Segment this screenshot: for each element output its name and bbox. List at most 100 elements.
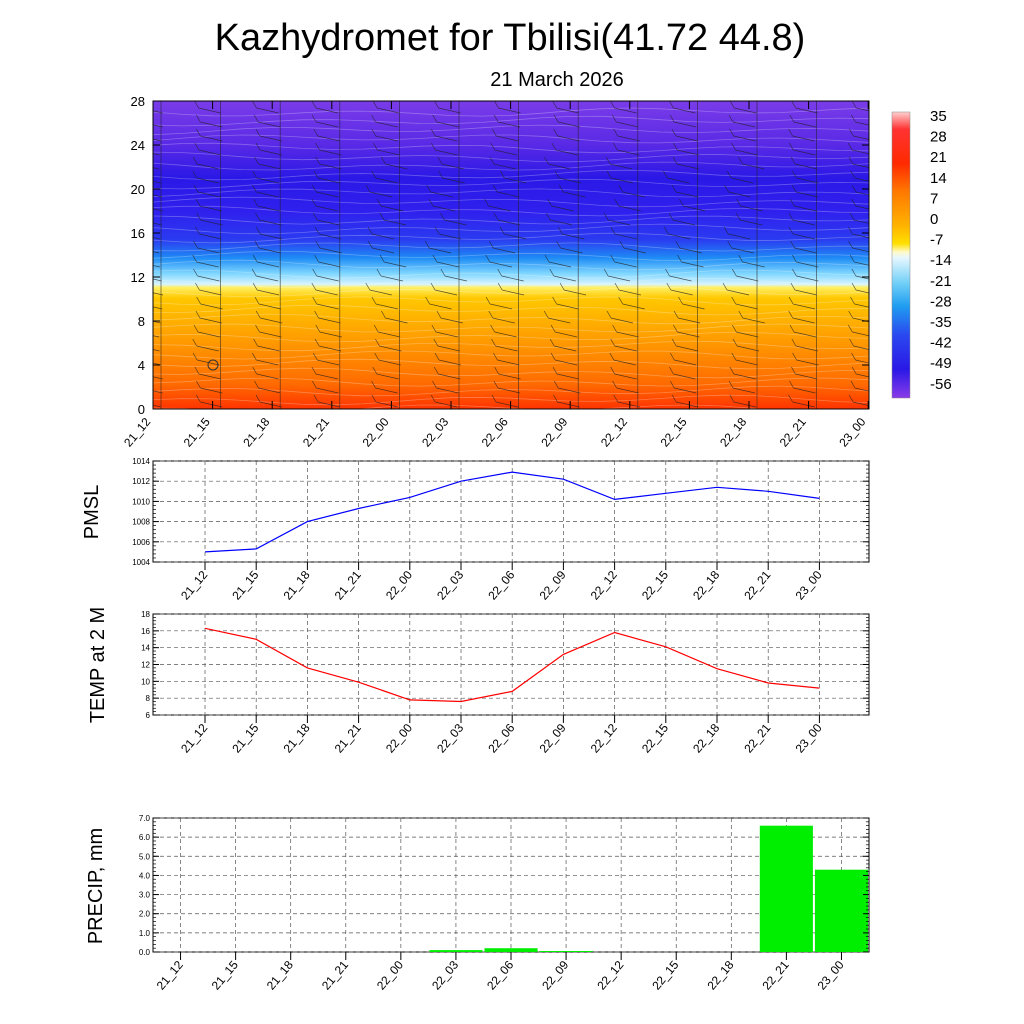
colorbar-label: -35 <box>930 314 952 331</box>
isotherm-contour <box>153 286 869 298</box>
cross-xtick-label: 21_21 <box>300 415 332 450</box>
wind-barb-column <box>543 101 587 409</box>
cross-xtick-label: 22_00 <box>360 415 392 450</box>
cross-xtick-label: 21_15 <box>181 415 213 450</box>
isotherm-contour <box>153 134 869 144</box>
cross-xtick-label: 22_09 <box>538 415 570 450</box>
colorbar-label: -49 <box>930 355 952 372</box>
ytick-label: 8 <box>146 694 151 703</box>
cross-ytick-label: 20 <box>131 182 145 197</box>
wind-barb-column <box>424 101 467 409</box>
cross-xtick-label: 22_06 <box>479 415 511 450</box>
ytick-label: 6 <box>146 711 151 720</box>
ytick-label: 3.0 <box>139 891 151 900</box>
xtick-label: 22_18 <box>690 721 722 756</box>
isotherm-contour <box>153 196 869 208</box>
xtick-label: 22_15 <box>649 958 681 993</box>
isotherm-contour <box>153 242 869 252</box>
isotherm-contour <box>153 232 869 244</box>
xtick-label: 22_03 <box>434 721 466 756</box>
xtick-label: 22_15 <box>639 721 671 756</box>
colorbar-label: 21 <box>930 149 947 166</box>
ytick-label: 1014 <box>132 457 150 466</box>
cross-xtick-label: 22_18 <box>717 415 749 450</box>
xtick-label: 23_00 <box>793 568 825 603</box>
precip-x-axis: 21_12 21_15 21_18 21_21 22_00 22_03 22_06 22_09… <box>154 952 847 992</box>
xtick-label: 22_03 <box>434 568 466 603</box>
isotherm-contour <box>153 367 869 379</box>
isotherm-contour <box>153 178 869 190</box>
ytick-label: 10 <box>141 677 150 686</box>
ytick-label: 6.0 <box>139 833 151 842</box>
wind-barb-column <box>663 101 706 409</box>
pmsl-x-axis: 21_12 21_15 21_18 21_21 22_00 22_03 22_06 22_09… <box>178 562 825 602</box>
ytick-label: 1004 <box>132 558 150 567</box>
colorbar-label: -14 <box>930 252 952 269</box>
colorbar-label: 28 <box>930 129 947 146</box>
colorbar-label: -56 <box>930 376 952 393</box>
date-subtitle: 21 March 2026 <box>490 69 623 91</box>
ytick-label: 7.0 <box>139 814 151 823</box>
ytick-label: 1006 <box>132 538 150 547</box>
precip-bar <box>429 950 483 952</box>
xtick-label: 21_15 <box>229 568 261 603</box>
xtick-label: 21_15 <box>229 721 261 756</box>
colorbar-label: -21 <box>930 273 952 290</box>
xtick-label: 22_00 <box>374 958 406 993</box>
precip-bars <box>429 825 868 952</box>
colorbar-label: -42 <box>930 335 952 352</box>
colorbar-ramp <box>891 111 911 399</box>
cross-ytick-label: 4 <box>138 358 145 373</box>
precip-bar <box>759 825 813 952</box>
wind-barb-column <box>311 101 342 409</box>
isotherm-contour <box>153 259 869 271</box>
ytick-label: 12 <box>141 661 150 670</box>
precip-bar <box>539 951 593 952</box>
xtick-label: 22_18 <box>704 958 736 993</box>
isotherm-contour <box>153 269 869 279</box>
colorbar-label: -7 <box>930 232 943 249</box>
isotherm-contour <box>153 142 869 154</box>
isotherm-contour <box>153 277 869 289</box>
ytick-label: 1010 <box>132 497 150 506</box>
ytick-label: 4.0 <box>139 871 151 880</box>
wind-barbs <box>153 101 869 409</box>
xtick-label: 22_09 <box>537 568 569 603</box>
isotherm-contour <box>153 340 869 352</box>
wind-barb-column <box>484 101 527 409</box>
wind-barb-column <box>365 101 408 409</box>
wind-barb-column <box>722 101 765 409</box>
isotherm-contour <box>153 377 869 387</box>
precip-bar <box>484 948 538 952</box>
cross-xtick-label: 21_18 <box>240 415 272 450</box>
xtick-label: 21_12 <box>154 958 186 993</box>
cross-xtick-label: 23_00 <box>836 415 868 450</box>
colorbar-label: 0 <box>930 211 938 228</box>
cross-xtick-label: 22_15 <box>658 415 690 450</box>
ytick-label: 14 <box>141 644 150 653</box>
precip-bar <box>814 869 868 952</box>
cross-xtick-label: 22_21 <box>777 415 809 450</box>
isotherm-contour <box>153 151 869 163</box>
pmsl-grid <box>153 460 869 563</box>
xtick-label: 21_21 <box>319 958 351 993</box>
cross-ytick-label: 24 <box>131 138 145 153</box>
xtick-label: 21_12 <box>178 721 210 756</box>
isotherm-contour <box>153 385 869 397</box>
pmsl-axes: 1004 1006 1008 1010 1012 1014 <box>132 457 869 567</box>
xtick-label: 22_21 <box>760 958 792 993</box>
xtick-label: 21_21 <box>332 721 364 756</box>
cross-ytick-label: 8 <box>138 314 145 329</box>
wind-barb-column <box>603 101 646 409</box>
xtick-label: 22_21 <box>741 568 773 603</box>
xtick-label: 21_15 <box>209 958 241 993</box>
isotherm-contour <box>153 331 869 343</box>
wind-barb-column <box>192 101 223 409</box>
isotherm-contour <box>153 350 869 360</box>
xtick-label: 22_03 <box>429 958 461 993</box>
xtick-label: 22_00 <box>383 721 415 756</box>
isotherm-contour <box>153 188 869 198</box>
xtick-label: 22_21 <box>741 721 773 756</box>
precip-panel: PRECIP, mm 0.0 1.0 2.0 3.0 4.0 5.0 6.0 7.0 21_1… <box>85 814 870 992</box>
pmsl-line <box>204 471 820 553</box>
